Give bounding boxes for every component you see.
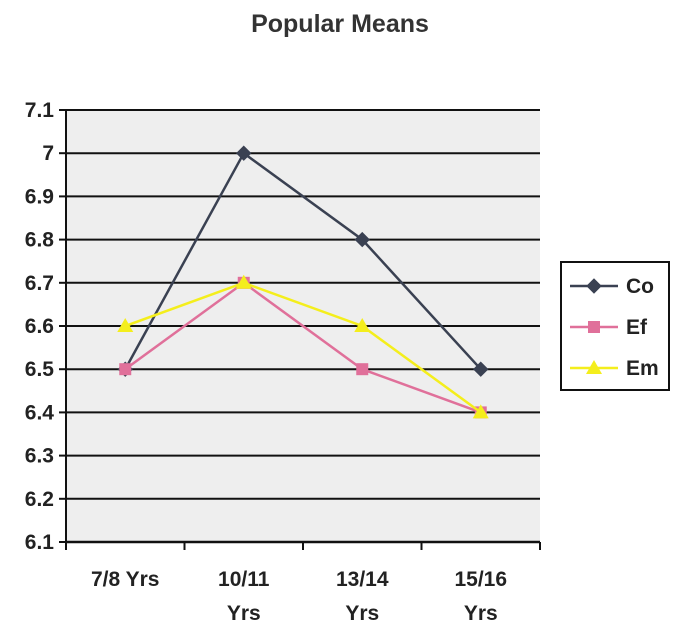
- chart-title: Popular Means: [251, 10, 429, 38]
- data-point-em: [354, 318, 371, 332]
- y-tick-label: 6.1: [25, 531, 55, 554]
- data-point-em: [472, 404, 489, 419]
- y-tick-label: 6.4: [25, 401, 55, 424]
- series-lines: [117, 145, 489, 419]
- series-line-co: [124, 151, 482, 371]
- x-tick-label: 15/16 Yrs: [454, 568, 507, 625]
- legend-label-em: Em: [626, 357, 659, 380]
- y-tick-label: 6.5: [25, 358, 55, 381]
- y-axis: 7.1 7 6.9 6.8 6.7 6.6 6.5 6.4 6.3 6.2 6.1: [25, 99, 67, 554]
- series-line-ef: [124, 281, 482, 414]
- legend-label-ef: Ef: [626, 316, 648, 339]
- data-point-ef: [356, 363, 369, 376]
- legend-marker-co: [586, 278, 602, 294]
- y-tick-label: 6.3: [25, 445, 54, 468]
- legend-label-co: Co: [626, 275, 654, 298]
- y-tick-label: 6.6: [25, 315, 54, 338]
- y-tick-label: 7.1: [25, 99, 55, 122]
- x-tick-label: 13/14 Yrs: [336, 568, 389, 625]
- data-point-ef: [119, 363, 132, 376]
- series-line-em: [124, 281, 482, 414]
- data-point-em: [117, 318, 134, 332]
- legend: Co Ef Em: [560, 261, 670, 391]
- data-point-co: [354, 231, 370, 248]
- y-tick-label: 6.9: [25, 185, 54, 208]
- legend-marker-em: [586, 360, 602, 374]
- x-tick-label: 10/11 Yrs: [218, 568, 270, 625]
- data-point-co: [473, 361, 489, 377]
- legend-marker-ef: [588, 321, 600, 333]
- y-tick-label: 6.2: [25, 488, 54, 511]
- data-point-em: [235, 274, 252, 289]
- data-point-co: [236, 145, 252, 161]
- y-tick-label: 6.7: [25, 272, 54, 295]
- x-tick-label: 7/8 Yrs: [91, 568, 160, 591]
- y-tick-label: 7: [42, 142, 54, 165]
- y-tick-label: 6.8: [25, 229, 55, 252]
- x-axis: 7/8 Yrs 10/11 Yrs 13/14 Yrs 15/16 Yrs: [65, 540, 541, 625]
